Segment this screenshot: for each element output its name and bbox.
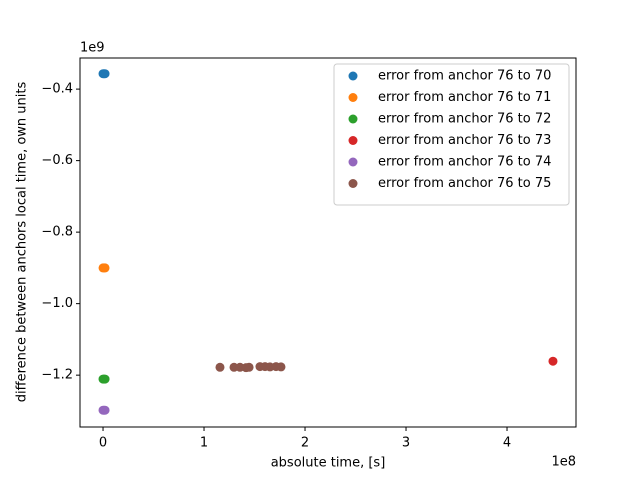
point	[244, 362, 254, 372]
legend-label: error from anchor 76 to 75	[378, 176, 551, 191]
x-tick-label: 0	[99, 436, 107, 451]
point	[100, 263, 110, 273]
x-axis-label: absolute time, [s]	[271, 456, 386, 471]
y-axis-label: difference between anchors local time, o…	[15, 82, 30, 403]
legend-label: error from anchor 76 to 73	[378, 133, 551, 148]
x-tick-label: 4	[503, 436, 511, 451]
legend-marker	[348, 136, 358, 145]
point	[548, 356, 558, 366]
legend-label: error from anchor 76 to 72	[378, 112, 551, 127]
point	[215, 362, 225, 372]
x-offset-label: 1e8	[551, 455, 576, 470]
y-tick-label: −0.6	[41, 153, 73, 168]
y-tick-label: −1.2	[41, 368, 73, 383]
point	[100, 374, 110, 384]
legend-marker	[348, 93, 358, 102]
y-offset-label: 1e9	[80, 41, 105, 56]
legend-label: error from anchor 76 to 70	[378, 69, 551, 84]
legend-marker	[348, 114, 358, 124]
x-tick-label: 1	[200, 436, 208, 451]
legend-marker	[348, 71, 358, 81]
legend-label: error from anchor 76 to 74	[378, 155, 551, 170]
point	[100, 405, 110, 415]
axes-frame	[79, 57, 577, 428]
legend-label: error from anchor 76 to 71	[378, 90, 551, 105]
point	[100, 69, 110, 79]
x-tick-label: 2	[301, 436, 309, 451]
legend-marker	[348, 179, 358, 188]
legend-box	[333, 63, 570, 206]
legend-marker	[348, 157, 358, 167]
point	[276, 362, 286, 372]
y-tick-label: −1.0	[41, 296, 73, 311]
y-tick-label: −0.4	[41, 82, 73, 97]
y-tick-label: −0.8	[41, 225, 73, 240]
x-tick-label: 3	[402, 436, 410, 451]
